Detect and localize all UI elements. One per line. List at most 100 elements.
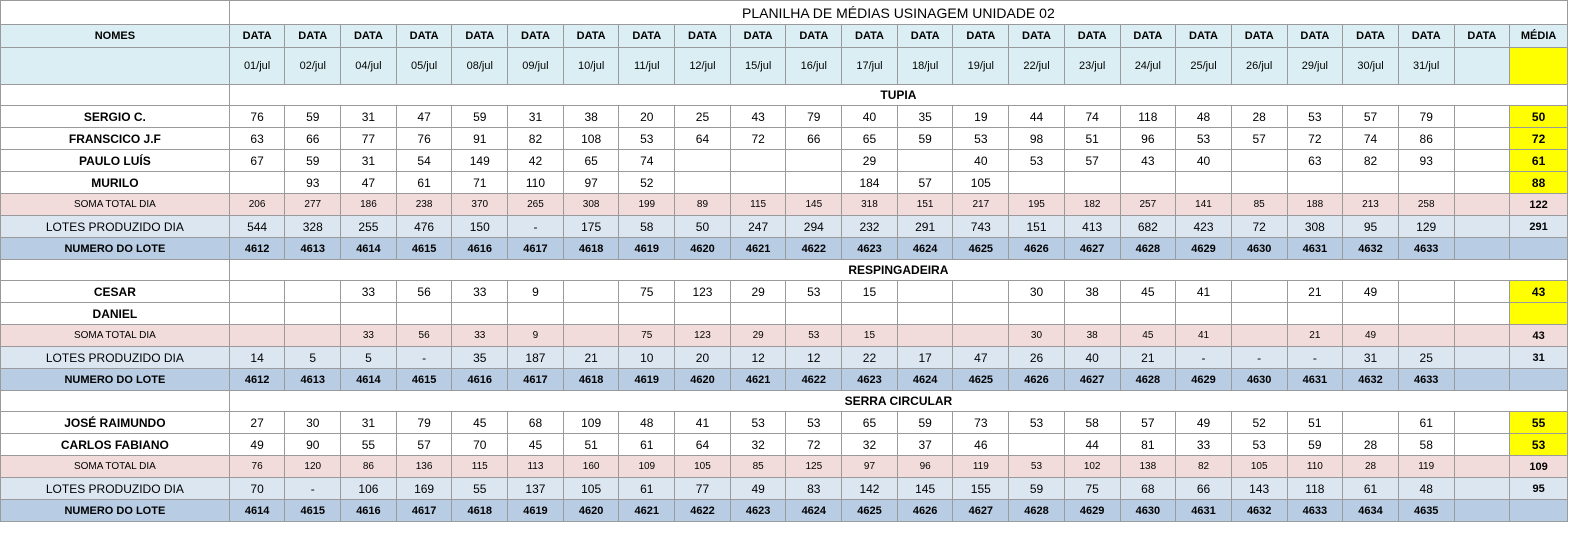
date-column-header[interactable]: DATA (674, 24, 731, 48)
lot-number-cell[interactable]: 4619 (618, 237, 676, 260)
daily-sum-cell[interactable]: 45 (1119, 324, 1177, 347)
daily-value-cell[interactable]: 59 (284, 149, 342, 172)
lot-number-cell[interactable]: 4619 (507, 499, 564, 522)
daily-value-cell[interactable]: 67 (228, 149, 286, 172)
daily-value-cell[interactable] (1286, 171, 1344, 194)
date-cell[interactable]: 11/jul (618, 47, 676, 85)
daily-sum-cell[interactable]: 21 (1286, 324, 1344, 347)
lot-number-cell[interactable]: 4629 (1063, 499, 1121, 522)
daily-sum-cell[interactable] (1453, 193, 1511, 216)
daily-value-cell[interactable]: 97 (562, 171, 620, 194)
lot-number-cell[interactable]: 4632 (1342, 368, 1399, 391)
lots-produced-cell[interactable] (1453, 477, 1511, 500)
daily-value-cell[interactable] (674, 149, 731, 172)
daily-value-cell[interactable] (1175, 302, 1232, 325)
daily-value-cell[interactable] (284, 302, 342, 325)
date-cell[interactable]: 16/jul (785, 47, 843, 85)
daily-sum-cell[interactable]: 113 (507, 455, 564, 478)
daily-value-cell[interactable]: 21 (1286, 280, 1344, 303)
daily-value-cell[interactable] (896, 149, 954, 172)
daily-value-cell[interactable]: 45 (1119, 280, 1177, 303)
lot-number-cell[interactable]: 4624 (785, 499, 843, 522)
daily-value-cell[interactable]: 20 (618, 105, 676, 128)
date-column-header[interactable]: DATA (1008, 24, 1065, 48)
lots-produced-cell[interactable]: 105 (562, 477, 620, 500)
daily-value-cell[interactable]: 55 (340, 433, 397, 456)
daily-value-cell[interactable]: 53 (952, 127, 1010, 150)
daily-value-cell[interactable]: 82 (507, 127, 564, 150)
daily-value-cell[interactable]: 59 (284, 105, 342, 128)
daily-value-cell[interactable]: 53 (729, 411, 787, 434)
daily-value-cell[interactable]: 56 (395, 280, 453, 303)
daily-sum-cell[interactable]: 217 (952, 193, 1010, 216)
daily-sum-cell[interactable]: 53 (785, 324, 843, 347)
date-column-header[interactable]: DATA (618, 24, 676, 48)
daily-value-cell[interactable]: 79 (395, 411, 453, 434)
daily-value-cell[interactable]: 9 (507, 280, 564, 303)
lot-number-cell[interactable]: 4627 (1063, 237, 1121, 260)
lot-number-cell[interactable]: 4625 (841, 499, 898, 522)
lot-number-cell[interactable]: 4619 (618, 368, 676, 391)
daily-value-cell[interactable]: 28 (1342, 433, 1399, 456)
daily-value-cell[interactable]: 72 (785, 433, 843, 456)
lots-produced-cell[interactable]: 476 (395, 215, 453, 238)
daily-value-cell[interactable] (228, 280, 286, 303)
daily-value-cell[interactable]: 59 (1286, 433, 1344, 456)
daily-value-cell[interactable]: 73 (952, 411, 1010, 434)
daily-value-cell[interactable]: 43 (1119, 149, 1177, 172)
lot-number-cell[interactable]: 4631 (1286, 368, 1344, 391)
daily-value-cell[interactable]: 63 (1286, 149, 1344, 172)
daily-value-cell[interactable]: 82 (1342, 149, 1399, 172)
lot-number-cell[interactable]: 4628 (1119, 237, 1177, 260)
daily-value-cell[interactable] (1453, 127, 1511, 150)
daily-sum-cell[interactable]: 89 (674, 193, 731, 216)
daily-value-cell[interactable] (785, 171, 843, 194)
daily-sum-cell[interactable]: 33 (340, 324, 397, 347)
lot-number-cell[interactable]: 4618 (562, 237, 620, 260)
daily-sum-cell[interactable]: 15 (841, 324, 898, 347)
date-cell[interactable]: 23/jul (1063, 47, 1121, 85)
date-cell[interactable]: 31/jul (1397, 47, 1455, 85)
date-column-header[interactable]: DATA (562, 24, 620, 48)
section-blank-cell[interactable] (0, 390, 230, 412)
daily-sum-cell[interactable]: 9 (507, 324, 564, 347)
daily-value-cell[interactable]: 53 (1286, 105, 1344, 128)
lot-number-cell[interactable]: 4616 (451, 368, 509, 391)
date-cell[interactable]: 01/jul (228, 47, 286, 85)
daily-sum-cell[interactable]: 370 (451, 193, 509, 216)
daily-sum-cell[interactable] (562, 324, 620, 347)
daily-value-cell[interactable]: 59 (451, 105, 509, 128)
lots-produced-cell[interactable]: 423 (1175, 215, 1232, 238)
lot-number-cell[interactable]: 4632 (1342, 237, 1399, 260)
daily-sum-cell[interactable]: 160 (562, 455, 620, 478)
daily-value-cell[interactable]: 61 (1397, 411, 1455, 434)
employee-name[interactable]: JOSÉ RAIMUNDO (0, 411, 230, 434)
lot-number-cell[interactable]: 4622 (785, 237, 843, 260)
daily-value-cell[interactable]: 32 (841, 433, 898, 456)
daily-sum-cell[interactable]: 102 (1063, 455, 1121, 478)
date-cell[interactable]: 08/jul (451, 47, 509, 85)
lot-number-cell[interactable]: 4621 (729, 368, 787, 391)
lots-produced-cell[interactable]: 544 (228, 215, 286, 238)
lot-number-cell[interactable]: 4631 (1286, 237, 1344, 260)
lots-produced-cell[interactable]: 5 (284, 346, 342, 369)
daily-value-cell[interactable] (1008, 171, 1065, 194)
daily-value-cell[interactable]: 53 (785, 411, 843, 434)
lotes-average[interactable]: 31 (1509, 346, 1568, 369)
daily-value-cell[interactable]: 74 (1063, 105, 1121, 128)
daily-value-cell[interactable]: 123 (674, 280, 731, 303)
lot-number-cell[interactable]: 4615 (284, 499, 342, 522)
daily-value-cell[interactable]: 53 (618, 127, 676, 150)
lots-produced-cell[interactable]: 49 (729, 477, 787, 500)
blank-corner-cell[interactable] (0, 0, 230, 25)
daily-sum-cell[interactable]: 318 (841, 193, 898, 216)
daily-value-cell[interactable]: 58 (1397, 433, 1455, 456)
daily-sum-cell[interactable]: 82 (1175, 455, 1232, 478)
daily-value-cell[interactable]: 68 (507, 411, 564, 434)
lots-produced-cell[interactable]: 328 (284, 215, 342, 238)
lots-produced-cell[interactable]: - (284, 477, 342, 500)
lot-number-cell[interactable]: 4614 (340, 368, 397, 391)
lots-produced-cell[interactable]: 58 (618, 215, 676, 238)
numero-label[interactable]: NUMERO DO LOTE (0, 368, 230, 391)
daily-value-cell[interactable]: 49 (1175, 411, 1232, 434)
